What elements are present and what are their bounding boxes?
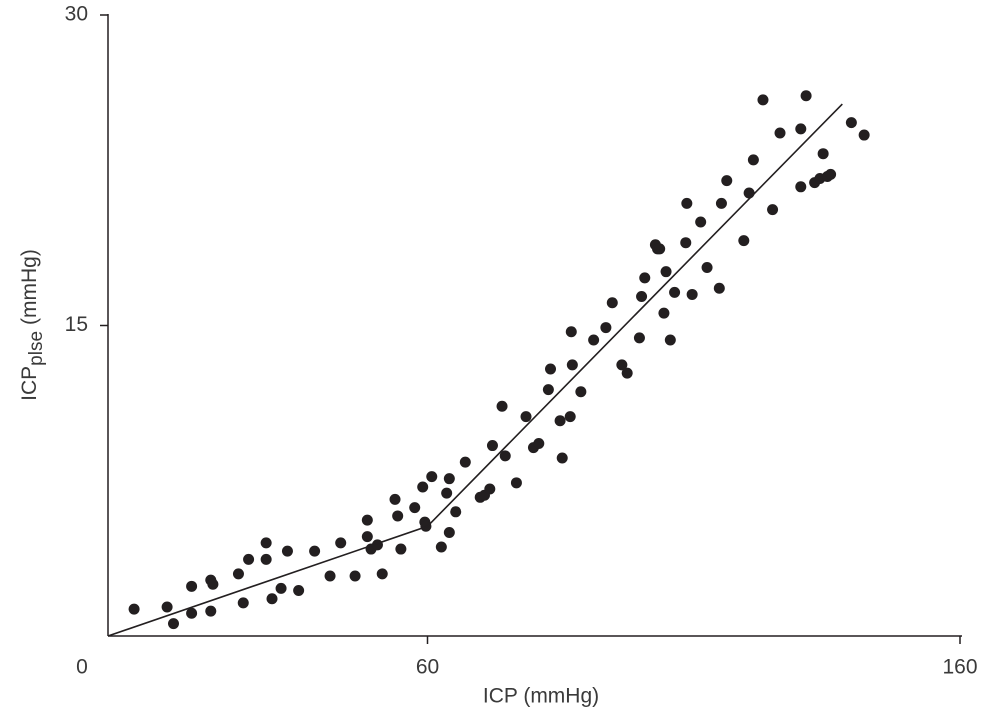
data-point (186, 580, 198, 592)
x-tick-label: 160 (942, 656, 977, 679)
data-point (774, 127, 786, 139)
data-point (392, 510, 404, 522)
data-point (441, 487, 453, 499)
data-point (237, 597, 249, 609)
data-point (606, 297, 618, 309)
data-point (443, 527, 455, 538)
y-tick-label: 30 (65, 3, 88, 26)
data-point (795, 181, 807, 193)
data-point (575, 386, 587, 398)
data-point (324, 570, 336, 582)
data-point (715, 197, 727, 209)
data-point (564, 411, 576, 423)
data-point (542, 384, 554, 396)
data-point (349, 570, 361, 582)
data-point (167, 618, 179, 630)
data-point (664, 334, 676, 346)
data-point (721, 175, 733, 187)
data-point (681, 197, 693, 209)
data-point (281, 545, 293, 557)
data-point (817, 148, 829, 160)
x-axis-label: ICP (mmHg) (483, 685, 599, 708)
data-point (395, 543, 407, 555)
data-point (186, 607, 198, 619)
y-label-sub: plse (26, 331, 47, 366)
data-point (499, 450, 511, 462)
data-point (600, 322, 612, 334)
data-point (701, 262, 713, 274)
data-point (800, 90, 812, 102)
data-point (686, 288, 698, 300)
data-point (496, 400, 508, 412)
data-point (459, 456, 471, 468)
data-point (743, 187, 755, 199)
data-point (654, 243, 666, 255)
data-point (426, 471, 438, 483)
fit-line (107, 103, 843, 637)
data-point (275, 582, 287, 594)
data-point (660, 266, 672, 278)
data-point (520, 411, 532, 423)
data-point (636, 291, 648, 303)
data-point (205, 605, 217, 617)
data-point (361, 514, 373, 526)
data-point (361, 531, 373, 543)
data-point (565, 326, 577, 338)
data-point (128, 603, 140, 615)
data-point (243, 553, 255, 565)
data-point (161, 601, 173, 613)
data-point (658, 307, 670, 319)
data-point (260, 537, 272, 549)
data-point (389, 493, 401, 505)
data-point (556, 452, 568, 464)
data-point (621, 367, 633, 379)
data-point (260, 553, 272, 565)
y-tick-label: 15 (65, 313, 88, 336)
data-point (639, 272, 651, 284)
data-point (757, 94, 769, 106)
data-point (669, 286, 681, 298)
data-point (695, 216, 707, 228)
data-point (435, 541, 447, 553)
data-point (484, 483, 496, 495)
data-point (554, 415, 566, 427)
data-point (713, 282, 725, 294)
data-point (566, 359, 578, 371)
data-point (680, 237, 692, 249)
data-point (443, 473, 455, 485)
y-label-main: ICP (18, 366, 41, 401)
data-point (376, 568, 388, 580)
x-tick-label: 60 (416, 656, 439, 679)
data-point (588, 334, 600, 346)
data-point (510, 477, 522, 489)
data-point (845, 117, 857, 129)
y-label-unit: (mmHg) (18, 249, 41, 325)
data-point (795, 123, 807, 135)
y-axis-label: ICPplse (mmHg) (18, 249, 47, 401)
data-point (335, 537, 347, 549)
data-point (738, 235, 750, 247)
data-point (616, 359, 628, 371)
data-point (545, 363, 557, 375)
data-point (207, 578, 219, 590)
data-point (409, 502, 421, 514)
data-point (417, 481, 429, 493)
data-point (293, 584, 305, 596)
data-point (266, 593, 278, 605)
data-point (858, 129, 870, 141)
data-point (747, 154, 759, 166)
data-point (533, 437, 545, 449)
data-point (767, 204, 779, 216)
data-point (309, 545, 321, 557)
data-point (825, 168, 837, 180)
data-point (450, 506, 462, 518)
data-point (232, 568, 244, 580)
data-point (633, 332, 645, 344)
x-tick-label: 0 (76, 656, 88, 679)
data-point (486, 440, 498, 452)
